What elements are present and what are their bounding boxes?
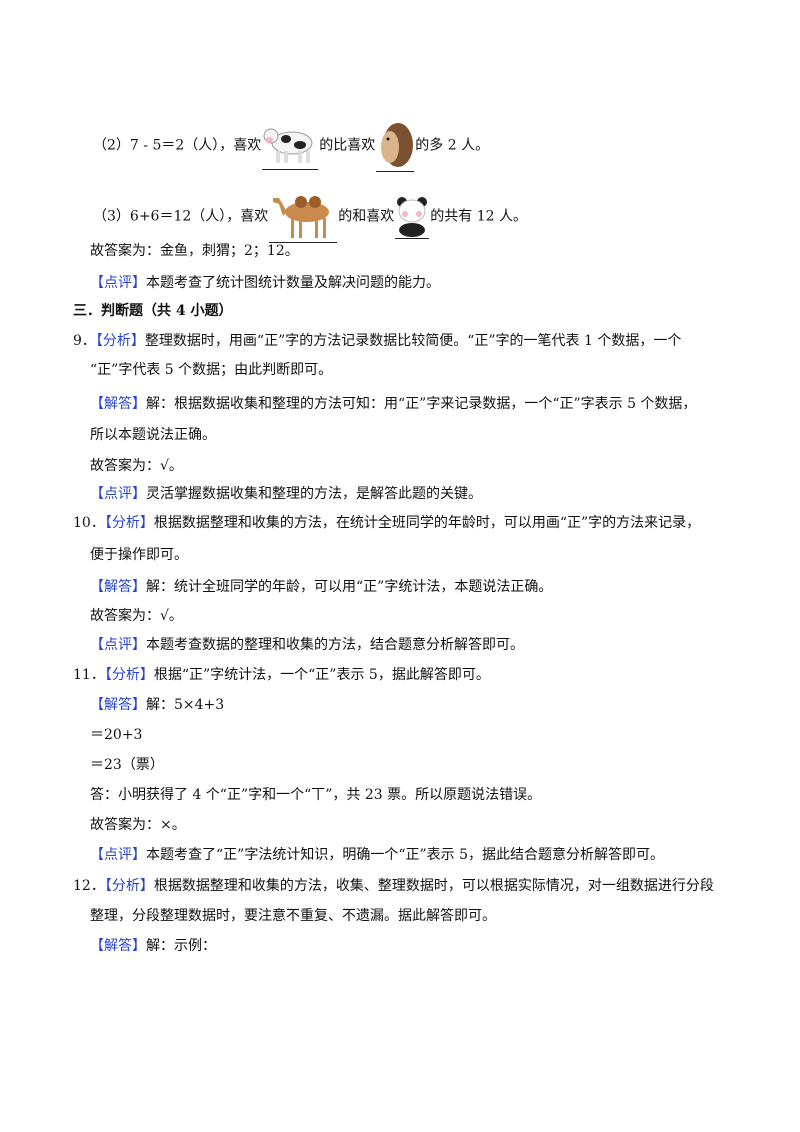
q12-analysis: 12．【分析】根据数据整理和收集的方法，收集、整理数据时，可以根据实际情况，对一… <box>73 878 714 894</box>
q11-comment: 【点评】本题考查了“正”字法统计知识，明确一个“正”表示 5，据此结合题意分析解… <box>90 847 664 863</box>
panda-image <box>395 194 430 239</box>
q10-comment: 【点评】本题考查数据的整理和收集的方法，结合题意分析解答即可。 <box>90 637 524 653</box>
q8-line-3: （3）6+6＝12（人），喜欢 的和喜欢 的共有 12 人。 <box>93 190 527 243</box>
q11-step-3: ＝23（票） <box>90 757 164 773</box>
hedgehog-image <box>376 119 415 172</box>
cow-image <box>262 121 319 170</box>
q10-analysis-cont: 便于操作即可。 <box>90 547 188 563</box>
q8-line-2: （2）7 - 5＝2（人），喜欢 的比喜欢 的多 2 人。 <box>93 119 489 172</box>
q11-reply: 答：小明获得了 4 个“正”字和一个“丅”，共 23 票。所以原题说法错误。 <box>90 787 542 803</box>
q8-comment: 【点评】本题考查了统计图统计数量及解决问题的能力。 <box>90 275 440 291</box>
q8-answer: 故答案为：金鱼，刺猬；2；12。 <box>90 243 299 259</box>
q9-comment: 【点评】灵活掌握数据收集和整理的方法，是解答此题的关键。 <box>90 486 482 502</box>
q11-solution: 【解答】解：5×4+3 <box>90 697 225 713</box>
q9-solution-cont: 所以本题说法正确。 <box>90 427 216 443</box>
q11-answer: 故答案为：×。 <box>90 817 186 833</box>
q10-answer: 故答案为：√。 <box>90 608 183 624</box>
q10-solution: 【解答】解：统计全班同学的年龄，可以用“正”字统计法，本题说法正确。 <box>90 579 553 595</box>
q9-answer: 故答案为：√。 <box>90 458 183 474</box>
camel-image <box>269 190 338 243</box>
section-title: 三．判断题（共 4 小题） <box>73 303 233 319</box>
q12-solution: 【解答】解：示例： <box>90 938 216 954</box>
q9-analysis-cont: “正”字代表 5 个数据；由此判断即可。 <box>90 362 333 378</box>
q11-analysis: 11．【分析】根据“正”字统计法，一个“正”表示 5，据此解答即可。 <box>73 667 490 683</box>
q10-analysis: 10．【分析】根据数据整理和收集的方法，在统计全班同学的年龄时，可以用画“正”字… <box>73 515 701 531</box>
q12-analysis-cont: 整理，分段整理数据时，要注意不重复、不遗漏。据此解答即可。 <box>90 908 496 924</box>
q11-step-2: ＝20+3 <box>90 727 143 743</box>
q9-analysis: 9．【分析】整理数据时，用画“正”字的方法记录数据比较简便。“正”字的一笔代表 … <box>73 333 682 349</box>
q9-solution: 【解答】解：根据数据收集和整理的方法可知：用“正”字来记录数据，一个“正”字表示… <box>90 396 697 412</box>
